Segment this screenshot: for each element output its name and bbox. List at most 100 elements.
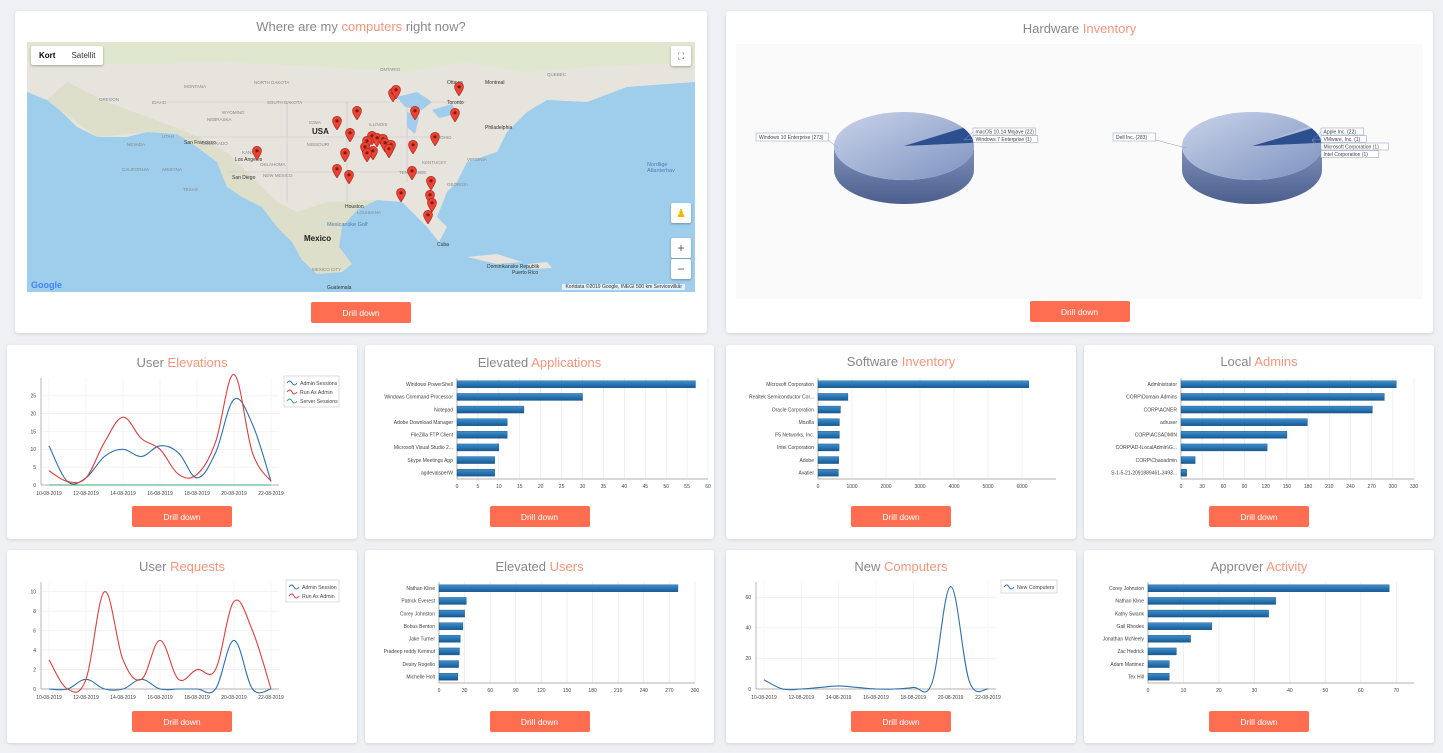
- x-tick-label: 18-08-2019: [184, 695, 210, 701]
- x-tick-label: 6000: [1016, 484, 1027, 490]
- computer-location-pin-icon[interactable]: [454, 82, 464, 96]
- approver-activity-title: Approver Activity: [1210, 559, 1308, 574]
- pie-leader-line: [1311, 139, 1322, 148]
- pie-label: Windows 7 Enterprise (1): [976, 137, 1032, 143]
- x-tick-label: 30: [1252, 688, 1258, 694]
- map-card-title: Where are my computers right now?: [256, 19, 466, 34]
- x-tick-label: 270: [665, 688, 674, 694]
- y-tick-label: 10: [30, 590, 36, 596]
- map-type-map[interactable]: Kort: [39, 51, 56, 60]
- x-tick-label: 0: [438, 688, 441, 694]
- map-place-label: Cuba: [437, 242, 449, 248]
- computer-location-pin-icon[interactable]: [391, 85, 401, 99]
- elevated-applications-drill-down-button[interactable]: Drill down: [489, 506, 590, 527]
- fullscreen-button[interactable]: ⛶: [671, 46, 691, 66]
- software-inventory-chart: 0 1000 2000 3000 4000 5000 6000 Microsoft Corpo…: [726, 373, 1076, 501]
- x-tick-label: 16-08-2019: [863, 695, 889, 701]
- map-type-toggle[interactable]: Kort Satellit: [31, 46, 104, 65]
- pie-label-box: [1112, 132, 1156, 142]
- x-tick-label: 1000: [846, 484, 857, 490]
- computer-location-pin-icon[interactable]: [252, 146, 262, 160]
- bar: [817, 418, 840, 426]
- legend-label: Run As Admin: [302, 594, 335, 600]
- vendor-pie-slice: [1252, 128, 1322, 146]
- computer-location-pin-icon[interactable]: [345, 128, 355, 142]
- computer-location-pin-icon[interactable]: [426, 176, 436, 190]
- x-tick-label: 22-08-2019: [258, 491, 284, 497]
- elevated-users-chart: 0 30 60 90 120 150 180 210 240 270 300 Nathan Kline…: [365, 577, 714, 705]
- user-elevations-title: User Elevations: [136, 355, 228, 370]
- x-tick-label: 14-08-2019: [110, 491, 136, 497]
- y-category-label: Windows Command Processor: [384, 395, 453, 401]
- user-elevations-card: User Elevations 0 5 10 15 20 25 10-08-2019 12-0…: [7, 345, 357, 539]
- x-tick-label: 35: [601, 484, 607, 490]
- computer-location-pin-icon[interactable]: [410, 106, 420, 120]
- y-tick-label: 0: [33, 687, 36, 693]
- x-tick-label: 120: [1262, 484, 1271, 490]
- computer-location-pin-icon[interactable]: [450, 108, 460, 122]
- computer-location-pin-icon[interactable]: [362, 148, 372, 162]
- x-tick-label: 20-08-2019: [221, 491, 247, 497]
- computer-location-pin-icon[interactable]: [423, 210, 433, 224]
- elevated-users-drill-down-button[interactable]: Drill down: [489, 711, 590, 732]
- map-drill-down-button[interactable]: Drill down: [311, 302, 411, 323]
- bar: [1147, 647, 1177, 656]
- y-category-label: Windows PowerShell: [406, 382, 453, 388]
- map-place-label: OHIO: [440, 135, 452, 140]
- computer-location-pin-icon[interactable]: [332, 164, 342, 178]
- computer-location-pin-icon[interactable]: [427, 198, 437, 212]
- zoom-in-button[interactable]: +: [671, 238, 691, 258]
- x-tick-label: 10-08-2019: [36, 695, 62, 701]
- computer-location-pin-icon[interactable]: [352, 106, 362, 120]
- computer-location-pin-icon[interactable]: [340, 148, 350, 162]
- local-admins-drill-down-button[interactable]: Drill down: [1209, 506, 1309, 527]
- legend-label: Run As Admin: [300, 390, 333, 396]
- computer-location-pin-icon[interactable]: [396, 188, 406, 202]
- computer-location-pin-icon[interactable]: [384, 144, 394, 158]
- approver-activity-drill-down-button[interactable]: Drill down: [1209, 711, 1309, 732]
- y-category-label: Mozilla: [798, 420, 814, 426]
- computer-location-pin-icon[interactable]: [344, 170, 354, 184]
- map-place-label: ONTARIO: [380, 67, 401, 72]
- legend-label: New Computers: [1017, 585, 1055, 591]
- map-place-label: NEBRASKA: [207, 117, 232, 122]
- user-requests-drill-down-button[interactable]: Drill down: [132, 711, 232, 732]
- computer-location-pin-icon[interactable]: [332, 116, 342, 130]
- pie-leader-line: [963, 139, 974, 141]
- legend-box: [1000, 579, 1058, 594]
- x-tick-label: 180: [1304, 484, 1313, 490]
- map-place-label: KANSAS: [242, 150, 261, 155]
- bar: [1147, 609, 1269, 618]
- x-tick-label: 20: [1216, 688, 1222, 694]
- hardware-inventory-title: Hardware Inventory: [1022, 21, 1137, 36]
- x-tick-label: 20: [538, 484, 544, 490]
- local-admins-card: Local Admins 0 30 60 90 120 150 180 210 240 270 30…: [1084, 345, 1434, 539]
- y-category-label: Jonathan McNeely: [1103, 637, 1145, 643]
- computer-location-pin-icon[interactable]: [407, 166, 417, 180]
- map-card: Where are my computers right now? Kort S…: [15, 11, 707, 333]
- software-inventory-drill-down-button[interactable]: Drill down: [851, 506, 951, 527]
- zoom-out-button[interactable]: −: [671, 259, 691, 279]
- street-view-pegman-icon[interactable]: ♟: [671, 203, 691, 223]
- pie-label-box: [1320, 142, 1389, 151]
- hardware-pies: Windows 10 Enterprise (273) macOS 10.14 M…: [736, 44, 1423, 299]
- x-tick-label: 10-08-2019: [751, 695, 777, 701]
- user-elevations-drill-down-button[interactable]: Drill down: [132, 506, 232, 527]
- map-place-label: TEXAS: [183, 187, 198, 192]
- computer-location-pin-icon[interactable]: [430, 132, 440, 146]
- y-category-label: agdevalsperW: [421, 470, 453, 476]
- map-place-label: Mexicanske Golf: [327, 222, 368, 228]
- y-tick-label: 60: [745, 595, 751, 601]
- x-tick-label: 120: [537, 688, 546, 694]
- legend-swatch: [286, 398, 298, 404]
- new-computers-drill-down-button[interactable]: Drill down: [851, 711, 951, 732]
- x-tick-label: 270: [1367, 484, 1376, 490]
- map-attribution[interactable]: Kortdata ©2019 Google, INEGI 500 km Serv…: [562, 284, 685, 290]
- computer-location-pin-icon[interactable]: [368, 146, 378, 160]
- computer-location-pin-icon[interactable]: [408, 140, 418, 154]
- computers-map[interactable]: Kort Satellit ⛶ ♟ + − USA Mexico Nordlige …: [27, 42, 695, 292]
- y-category-label: Adam Martinez: [1110, 662, 1144, 668]
- hardware-drill-down-button[interactable]: Drill down: [1029, 301, 1130, 322]
- bar: [438, 660, 459, 668]
- map-type-satellite[interactable]: Satellit: [71, 51, 96, 60]
